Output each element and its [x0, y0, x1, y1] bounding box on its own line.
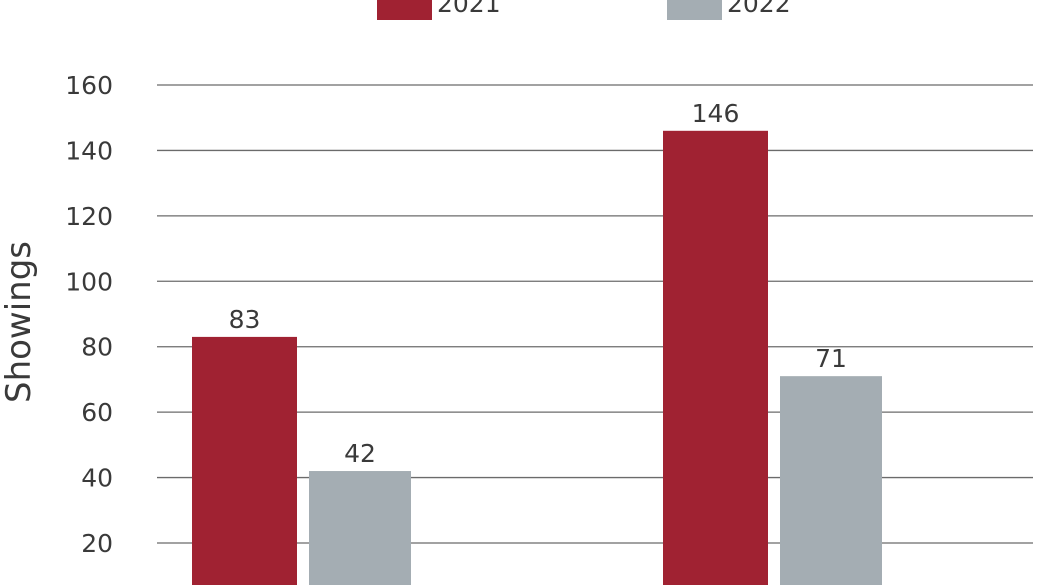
data-label: 71	[815, 344, 847, 373]
legend-swatch-2022	[667, 0, 722, 20]
legend-swatch-2021	[377, 0, 432, 20]
y-axis-title: Showings	[0, 241, 39, 403]
y-tick-label: 100	[65, 267, 113, 296]
bars	[192, 130, 882, 585]
y-tick-label: 40	[81, 464, 113, 493]
legend-label: 2021	[437, 0, 501, 18]
gridlines	[157, 84, 1033, 544]
bar-2021-1	[663, 130, 768, 585]
legend-label: 2022	[727, 0, 791, 18]
legend: 2021 2022	[377, 0, 791, 20]
y-tick-label: 20	[81, 529, 113, 558]
data-labels: 83 146 42 71	[229, 99, 847, 468]
y-tick-label: 80	[81, 333, 113, 362]
bar-2022-1	[780, 376, 882, 585]
y-tick-label: 140	[65, 136, 113, 165]
y-tick-label: 160	[65, 71, 113, 100]
data-label: 146	[692, 99, 740, 128]
bar-2021-0	[192, 336, 297, 585]
y-tick-label: 60	[81, 398, 113, 427]
bar-2022-0	[309, 471, 411, 585]
y-axis-ticks: 20 40 60 80 100 120 140 160	[65, 71, 113, 558]
y-tick-label: 120	[65, 202, 113, 231]
data-label: 42	[344, 439, 376, 468]
data-label: 83	[229, 305, 261, 334]
